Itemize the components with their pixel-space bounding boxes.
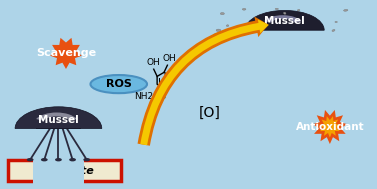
- Circle shape: [55, 158, 62, 161]
- Polygon shape: [319, 116, 341, 138]
- Text: Mussel: Mussel: [38, 115, 79, 125]
- Text: Antioxidant: Antioxidant: [296, 122, 364, 132]
- FancyBboxPatch shape: [33, 129, 84, 189]
- Ellipse shape: [343, 9, 348, 11]
- Circle shape: [41, 158, 48, 161]
- Text: Mussel: Mussel: [264, 16, 305, 26]
- Wedge shape: [15, 107, 102, 129]
- Polygon shape: [50, 38, 82, 69]
- Circle shape: [69, 158, 76, 161]
- Text: [O]: [O]: [198, 105, 220, 119]
- Ellipse shape: [275, 8, 279, 10]
- Text: NH2: NH2: [135, 92, 153, 101]
- Ellipse shape: [226, 25, 229, 26]
- Ellipse shape: [284, 12, 286, 14]
- Wedge shape: [36, 112, 77, 121]
- Ellipse shape: [297, 9, 300, 11]
- Ellipse shape: [335, 21, 337, 22]
- Text: ROS: ROS: [106, 79, 132, 89]
- Circle shape: [27, 158, 34, 161]
- Ellipse shape: [230, 31, 234, 33]
- Wedge shape: [245, 10, 324, 30]
- Ellipse shape: [211, 36, 215, 38]
- FancyArrowPatch shape: [138, 17, 269, 146]
- Text: Scavenge: Scavenge: [36, 48, 96, 58]
- Ellipse shape: [332, 29, 335, 31]
- Ellipse shape: [216, 29, 221, 32]
- Ellipse shape: [220, 12, 224, 15]
- Ellipse shape: [37, 119, 80, 138]
- Circle shape: [83, 158, 90, 161]
- Text: OH: OH: [146, 57, 160, 67]
- Text: OH: OH: [162, 53, 176, 63]
- Ellipse shape: [213, 34, 216, 36]
- Ellipse shape: [90, 75, 147, 93]
- Polygon shape: [313, 110, 347, 144]
- Text: Substrate: Substrate: [33, 166, 95, 176]
- Wedge shape: [264, 15, 301, 23]
- Ellipse shape: [242, 9, 246, 10]
- FancyArrowPatch shape: [140, 19, 269, 145]
- FancyBboxPatch shape: [8, 160, 121, 181]
